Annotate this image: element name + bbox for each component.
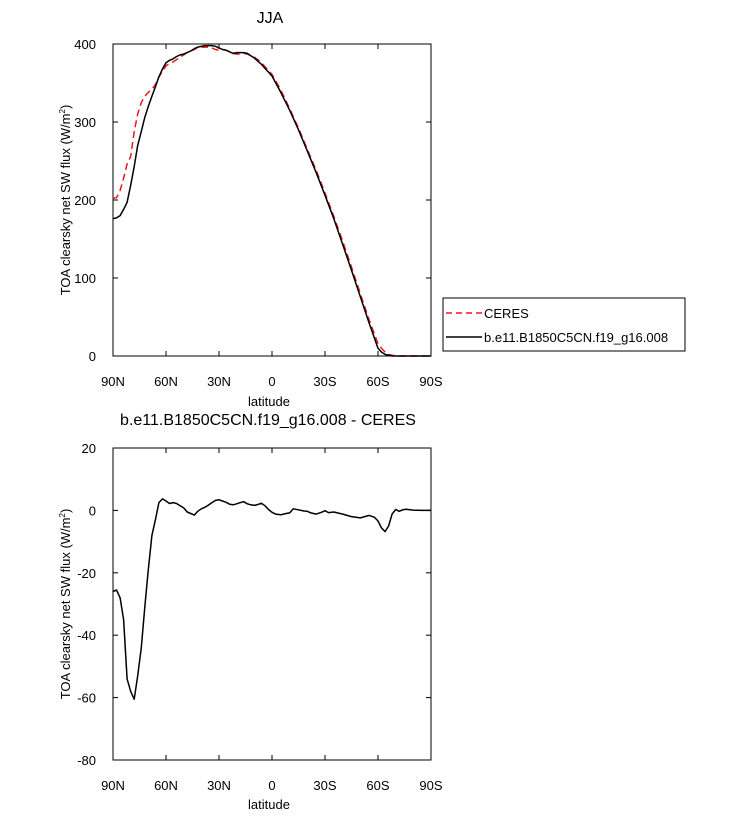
bottom-y-axis-label: TOA clearsky net SW flux (W/m2) [58, 509, 73, 700]
bottom-y-axis-ticks: -80 -60 -40 -20 0 20 [77, 441, 431, 768]
bottom-x-tick-label: 30S [313, 778, 336, 793]
bottom-x-axis-ticks: 90N 60N 30N 0 30S 60S 90S [101, 448, 443, 793]
bottom-x-axis-label: latitude [248, 797, 290, 812]
bottom-y-tick-label: 0 [89, 503, 96, 518]
bottom-y-axis-label-tail: ) [58, 509, 73, 513]
top-y-tick-label: 0 [89, 349, 96, 364]
bottom-series-line-0 [112, 498, 431, 700]
bottom-x-tick-label: 0 [268, 778, 275, 793]
bottom-chart-title: b.e11.B1850C5CN.f19_g16.008 - CERES [120, 412, 416, 429]
top-x-tick-label: 30N [207, 374, 231, 389]
top-x-tick-label: 90N [101, 374, 125, 389]
top-panel: JJA 90N 60N 30N 0 30S 60S 90S 0 100 200 300 400 la… [58, 10, 686, 409]
legend-label-ceres: CERES [484, 306, 529, 321]
legend: CERES b.e11.B1850C5CN.f19_g16.008 [442, 297, 686, 352]
top-y-axis-label-tail: ) [58, 105, 73, 109]
top-y-axis-label-sup: 2 [58, 109, 67, 114]
top-y-tick-label: 300 [74, 115, 96, 130]
top-x-tick-label: 60S [366, 374, 389, 389]
top-x-tick-label: 90S [419, 374, 442, 389]
bottom-y-axis-label-main: TOA clearsky net SW flux (W/m [58, 518, 73, 700]
bottom-y-tick-label: -80 [77, 753, 96, 768]
top-y-axis-ticks: 0 100 200 300 400 [74, 37, 431, 364]
bottom-y-tick-label: 20 [82, 441, 96, 456]
top-y-axis-label: TOA clearsky net SW flux (W/m2) [58, 105, 73, 296]
bottom-plot-frame [112, 447, 432, 761]
bottom-y-axis-label-sup: 2 [58, 513, 67, 518]
top-series-line-1 [112, 44, 431, 357]
top-x-tick-label: 30S [313, 374, 336, 389]
top-y-tick-label: 400 [74, 37, 96, 52]
top-x-axis-label: latitude [248, 394, 290, 409]
top-series-group [112, 44, 431, 357]
bottom-series-group [112, 498, 431, 700]
bottom-y-tick-label: -40 [77, 628, 96, 643]
legend-frame [442, 297, 686, 352]
bottom-x-tick-label: 60S [366, 778, 389, 793]
bottom-x-tick-label: 60N [154, 778, 178, 793]
top-chart-title: JJA [257, 10, 284, 27]
top-y-tick-label: 200 [74, 193, 96, 208]
top-x-axis-ticks: 90N 60N 30N 0 30S 60S 90S [101, 44, 443, 389]
bottom-panel: b.e11.B1850C5CN.f19_g16.008 - CERES 90N 6… [58, 412, 443, 812]
top-x-tick-label: 0 [268, 374, 275, 389]
top-x-tick-label: 60N [154, 374, 178, 389]
bottom-x-tick-label: 30N [207, 778, 231, 793]
top-y-tick-label: 100 [74, 271, 96, 286]
bottom-y-tick-label: -60 [77, 691, 96, 706]
bottom-x-tick-label: 90S [419, 778, 442, 793]
bottom-x-tick-label: 90N [101, 778, 125, 793]
top-y-axis-label-main: TOA clearsky net SW flux (W/m [58, 114, 73, 296]
legend-label-model: b.e11.B1850C5CN.f19_g16.008 [484, 330, 668, 345]
top-series-line-0 [112, 46, 431, 357]
top-plot-frame [112, 43, 432, 357]
bottom-y-tick-label: -20 [77, 566, 96, 581]
